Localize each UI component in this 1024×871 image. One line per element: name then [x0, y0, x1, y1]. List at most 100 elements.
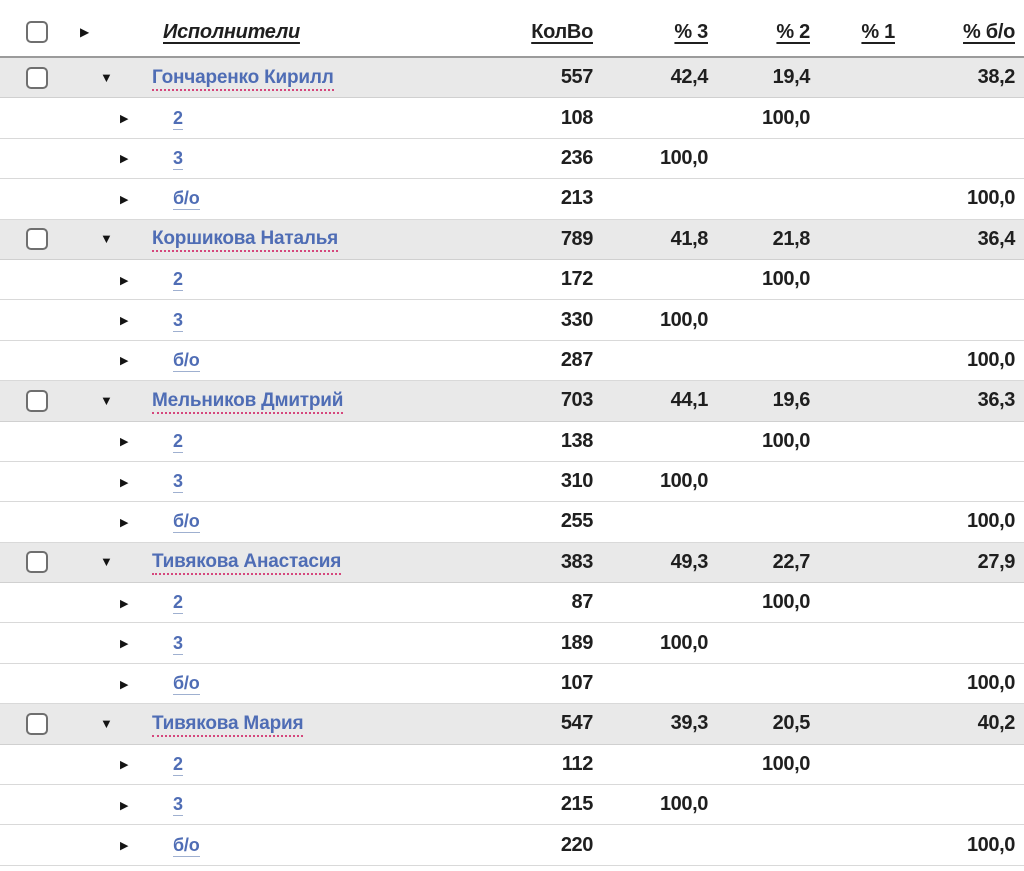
header-p3-cell: % 3: [593, 21, 708, 44]
detail-name-cell: б/о: [173, 188, 483, 211]
detail-name-cell: 2: [173, 107, 483, 130]
detail-name-cell: б/о: [173, 511, 483, 534]
detail-name-cell: 3: [173, 794, 483, 817]
detail-row: ▶ 3 330 100,0: [0, 300, 1024, 341]
kolvo-value: 383: [560, 550, 594, 573]
column-header-pbo[interactable]: % б/о: [963, 20, 1015, 43]
grade-link[interactable]: б/о: [173, 834, 200, 857]
group-expander-cell: ▼: [56, 392, 152, 410]
detail-row: ▶ б/о 213 100,0: [0, 179, 1024, 220]
p3-value: 39,3: [670, 712, 709, 735]
grade-link[interactable]: б/о: [173, 349, 200, 372]
detail-name-cell: 3: [173, 147, 483, 170]
performer-link[interactable]: Тивякова Анастасия: [152, 551, 341, 576]
p3-value: 100,0: [659, 470, 708, 493]
row-checkbox[interactable]: [26, 66, 48, 89]
detail-row: ▶ 3 189 100,0: [0, 623, 1024, 664]
expand-icon[interactable]: ▶: [120, 315, 129, 328]
column-header-performers[interactable]: Исполнители: [163, 20, 300, 43]
grade-link[interactable]: 3: [173, 309, 183, 332]
group-row: ▼ Гончаренко Кирилл 557 42,4 19,4 38,2: [0, 58, 1024, 99]
column-header-kolvo[interactable]: КолВо: [531, 20, 593, 43]
detail-name-cell: 2: [173, 592, 483, 615]
collapse-icon[interactable]: ▼: [100, 392, 113, 408]
detail-name-cell: б/о: [173, 834, 483, 857]
p2-value: 22,7: [772, 550, 811, 573]
grade-link[interactable]: б/о: [173, 188, 200, 211]
grade-link[interactable]: 3: [173, 471, 183, 494]
grade-link[interactable]: 3: [173, 147, 183, 170]
detail-expander-cell: ▶: [56, 755, 173, 773]
detail-row: ▶ 2 138 100,0: [0, 421, 1024, 462]
row-checkbox[interactable]: [26, 712, 48, 735]
expand-icon[interactable]: ▶: [120, 113, 129, 126]
detail-row: ▶ 3 310 100,0: [0, 461, 1024, 503]
group-checkbox-cell: [0, 389, 56, 412]
group-name-cell: Гончаренко Кирилл: [152, 66, 483, 91]
expand-icon[interactable]: ▶: [120, 355, 129, 368]
collapse-all-icon[interactable]: ▶: [80, 25, 90, 39]
column-header-p2[interactable]: % 2: [776, 20, 810, 43]
grade-link[interactable]: 2: [173, 753, 183, 776]
collapse-icon[interactable]: ▼: [100, 715, 113, 731]
expand-icon[interactable]: ▶: [120, 516, 129, 529]
expand-icon[interactable]: ▶: [120, 436, 129, 449]
column-header-p3[interactable]: % 3: [674, 20, 708, 43]
detail-name-cell: 2: [173, 430, 483, 453]
group-name-cell: Тивякова Мария: [152, 712, 483, 737]
header-p2-cell: % 2: [708, 21, 810, 44]
grade-link[interactable]: б/о: [173, 511, 200, 534]
kolvo-value: 255: [560, 510, 594, 533]
expand-icon[interactable]: ▶: [120, 153, 129, 166]
p3-value: 100,0: [659, 146, 708, 169]
grade-link[interactable]: 3: [173, 794, 183, 817]
group-checkbox-cell: [0, 712, 56, 735]
detail-expander-cell: ▶: [56, 634, 173, 652]
kolvo-value: 138: [560, 429, 594, 452]
detail-name-cell: 3: [173, 471, 483, 494]
detail-name-cell: 2: [173, 753, 483, 776]
performer-link[interactable]: Тивякова Мария: [152, 712, 304, 737]
detail-expander-cell: ▶: [56, 149, 173, 167]
p2-value: 19,4: [772, 66, 811, 89]
grade-link[interactable]: б/о: [173, 673, 200, 696]
detail-expander-cell: ▶: [56, 190, 173, 208]
p3-value: 41,8: [670, 227, 709, 250]
detail-row: ▶ б/о 220 100,0: [0, 825, 1024, 866]
expand-icon[interactable]: ▶: [120, 476, 129, 489]
grade-link[interactable]: 2: [173, 430, 183, 453]
detail-expander-cell: ▶: [56, 311, 173, 329]
collapse-icon[interactable]: ▼: [100, 69, 113, 85]
expand-icon[interactable]: ▶: [120, 193, 129, 206]
select-all-checkbox[interactable]: [26, 21, 48, 43]
kolvo-value: 112: [561, 752, 593, 775]
grade-link[interactable]: 2: [173, 592, 183, 615]
expand-icon[interactable]: ▶: [120, 799, 129, 812]
detail-expander-cell: ▶: [56, 351, 173, 369]
collapse-icon[interactable]: ▼: [100, 231, 113, 247]
collapse-icon[interactable]: ▼: [100, 554, 113, 570]
expand-icon[interactable]: ▶: [120, 759, 129, 772]
expand-icon[interactable]: ▶: [120, 638, 129, 651]
performer-link[interactable]: Мельников Дмитрий: [152, 389, 343, 414]
column-header-p1[interactable]: % 1: [861, 20, 895, 43]
row-checkbox[interactable]: [26, 389, 48, 412]
group-name-cell: Тивякова Анастасия: [152, 551, 483, 576]
detail-expander-cell: ▶: [56, 473, 173, 491]
row-checkbox[interactable]: [26, 228, 48, 251]
kolvo-value: 236: [560, 146, 594, 169]
detail-expander-cell: ▶: [56, 109, 173, 127]
expand-icon[interactable]: ▶: [120, 678, 129, 691]
kolvo-value: 547: [560, 712, 594, 735]
row-checkbox[interactable]: [26, 551, 48, 574]
grade-link[interactable]: 3: [173, 632, 183, 655]
pbo-value: 100,0: [966, 348, 1015, 371]
performer-link[interactable]: Коршикова Наталья: [152, 228, 338, 253]
expand-icon[interactable]: ▶: [120, 274, 129, 287]
performer-link[interactable]: Гончаренко Кирилл: [152, 66, 334, 91]
grade-link[interactable]: 2: [173, 107, 183, 130]
expand-icon[interactable]: ▶: [120, 597, 129, 610]
detail-name-cell: б/о: [173, 349, 483, 372]
grade-link[interactable]: 2: [173, 269, 183, 292]
expand-icon[interactable]: ▶: [120, 840, 129, 853]
